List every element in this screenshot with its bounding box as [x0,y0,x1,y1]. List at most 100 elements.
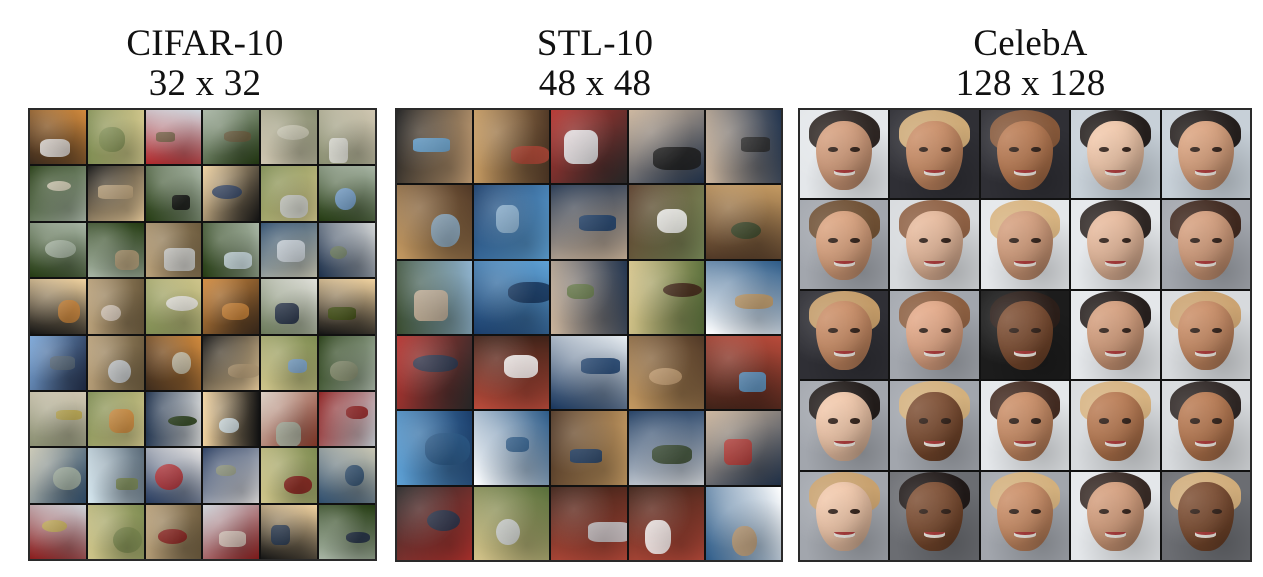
dataset-name: CelebA [973,23,1088,64]
sample-image [319,222,375,278]
mouth-shape [833,531,855,538]
object-shape [506,436,530,453]
sample-image [705,411,781,485]
sample-image [1161,381,1250,470]
sample-image [30,279,86,334]
sample-image [628,260,704,334]
object-shape [52,467,82,491]
sample-image [261,110,318,165]
object-shape [218,417,240,433]
eye-shape [918,237,929,243]
object-shape [652,445,693,464]
eye-shape [850,147,861,153]
sample-image [30,166,86,221]
sample-image [1071,290,1160,380]
object-shape [739,371,767,393]
sample-image [705,486,781,560]
face-shape [996,120,1054,190]
object-shape [221,302,249,320]
object-shape [50,356,76,370]
eye-shape [940,147,951,153]
sample-image [397,336,473,410]
sample-image [1161,110,1250,199]
object-shape [275,302,299,324]
face-shape [1087,301,1144,371]
face-shape [1177,482,1235,552]
sample-image [145,391,202,447]
mouth-shape [1104,531,1126,538]
object-shape [425,432,470,466]
sample-image [800,381,889,470]
sample-image [1161,290,1250,380]
object-shape [57,299,80,323]
object-shape [283,476,313,495]
eye-shape [1212,147,1222,153]
object-shape [731,222,761,239]
eye-shape [1009,508,1019,515]
object-shape [157,529,188,544]
sample-image [551,411,627,485]
object-shape [44,240,77,258]
face-shape [906,301,963,371]
eye-shape [1121,508,1132,515]
object-shape [165,295,198,312]
sample-image [980,290,1070,380]
object-shape [163,247,195,271]
sample-image [705,260,781,334]
eye-shape [1099,237,1110,243]
panel-title: STL-10 48 x 48 [395,24,795,104]
eye-shape [918,418,929,424]
eye-shape [1009,327,1019,334]
sample-image [1161,200,1250,289]
sample-image [261,222,318,278]
sample-image [145,335,202,390]
sample-image [397,486,473,560]
object-shape [330,360,358,381]
object-shape [503,355,539,378]
dataset-name: CIFAR-10 [126,23,284,64]
mouth-shape [923,170,946,177]
sample-image [890,200,979,289]
mouth-shape [833,260,855,267]
sample-image [980,381,1070,470]
sample-grid [28,108,377,561]
sample-image [203,166,260,221]
object-shape [412,354,458,373]
object-shape [329,246,347,259]
mouth-shape [1195,350,1217,358]
dataset-name: STL-10 [536,23,654,64]
sample-image [145,110,202,165]
object-shape [99,127,126,152]
eye-shape [918,147,929,153]
sample-image [87,166,144,221]
panel-stl10: STL-10 48 x 48 [395,0,795,577]
object-shape [212,185,243,200]
eye-shape [828,327,838,334]
object-shape [335,188,357,210]
object-shape [56,409,82,420]
sample-image [551,260,627,334]
face-shape [815,210,873,280]
object-shape [511,145,549,164]
object-shape [115,477,139,491]
sample-image [203,222,260,278]
object-shape [329,138,348,163]
sample-image [261,504,318,559]
sample-image [628,185,704,259]
object-shape [740,137,771,153]
sample-image [145,166,202,221]
object-shape [430,213,461,247]
mouth-shape [1104,260,1126,267]
sample-image [145,222,202,278]
sample-image [30,222,86,278]
sample-image [87,504,144,559]
face-shape [996,301,1054,371]
sample-image [397,185,473,259]
sample-image [890,110,979,199]
object-shape [657,208,687,233]
face-shape [1177,210,1235,280]
sample-image [261,279,318,334]
object-shape [287,359,307,373]
mouth-shape [1104,170,1126,177]
face-shape [815,301,873,371]
